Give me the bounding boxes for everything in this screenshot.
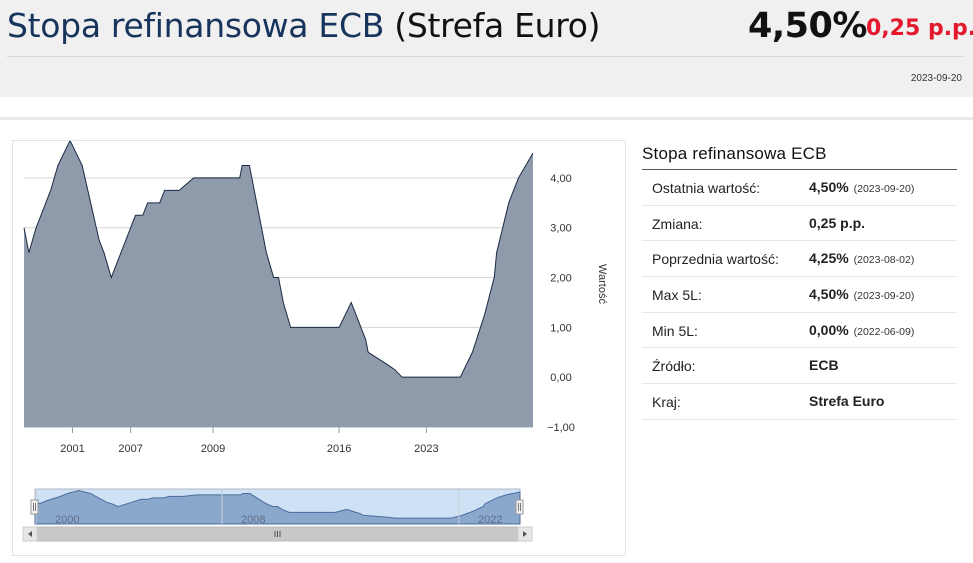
info-row-label: Min 5L: xyxy=(652,322,698,339)
info-row-value: Strefa Euro xyxy=(809,393,885,410)
info-row-label: Ostatnia wartość: xyxy=(652,180,761,196)
area-fill xyxy=(24,141,533,427)
title-region: (Strefa Euro) xyxy=(394,6,601,45)
info-row: Max 5L: 4,50% (2023-09-20) xyxy=(642,277,957,313)
info-row-date: (2023-09-20) xyxy=(850,183,915,195)
content-area xyxy=(0,117,973,563)
arrow-left-icon xyxy=(28,531,32,537)
info-row-value: 0,00% (2022-06-09) xyxy=(809,321,915,338)
y-tick-label: 4,00 xyxy=(550,173,571,185)
info-row-date: (2023-08-02) xyxy=(850,254,915,267)
y-tick-label: 1,00 xyxy=(550,322,571,334)
header-date: 2023-09-20 xyxy=(910,73,962,84)
info-row-date: (2022-06-09) xyxy=(850,325,915,338)
info-row-value: ECB xyxy=(809,357,839,374)
info-row-value: 0,25 p.p. xyxy=(809,214,866,231)
info-row: Poprzednia wartość: 4,25% (2023-08-02) xyxy=(642,241,957,278)
navigator-series xyxy=(34,490,521,525)
info-row-label: Kraj: xyxy=(652,394,681,411)
y-tick-label: −1,00 xyxy=(547,422,575,434)
x-tick-label: 2023 xyxy=(414,443,438,455)
info-row-date: (2023-09-20) xyxy=(850,290,915,303)
info-row-label: Poprzednia wartość: xyxy=(652,251,779,268)
header-bar: Stopa refinansowa ECB (Strefa Euro) 4,50… xyxy=(0,0,973,97)
info-row-label: Max 5L: xyxy=(652,287,702,304)
info-table-title: Stopa refinansowa ECB xyxy=(642,142,957,170)
info-row: Źródło: ECB xyxy=(642,348,957,385)
info-row-value: 4,50% (2023-09-20) xyxy=(809,179,915,195)
navigator-label: 2000 xyxy=(55,514,79,526)
change-value: 0,25 p.p. xyxy=(866,16,973,41)
x-tick-label: 2007 xyxy=(118,443,142,455)
info-row: Ostatnia wartość: 4,50% (2023-09-20) xyxy=(642,170,957,206)
chart-container: 4,00 3,00 2,00 1,00 0,00 −1,00 2001 2007 2009 201… xyxy=(12,140,626,556)
area-chart: 4,00 3,00 2,00 1,00 0,00 −1,00 2001 2007 2009 201… xyxy=(22,141,608,542)
page-title: Stopa refinansowa ECB (Strefa Euro) xyxy=(7,6,601,45)
info-row-value: 4,25% (2023-08-02) xyxy=(809,250,915,267)
x-tick-label: 2001 xyxy=(60,443,84,455)
info-row: Kraj: Strefa Euro xyxy=(642,384,957,420)
navigator-handle-right[interactable] xyxy=(515,499,524,515)
x-tick-label: 2009 xyxy=(201,443,225,455)
info-row-value: 4,50% (2023-09-20) xyxy=(809,286,915,303)
current-value: 4,50% xyxy=(748,6,867,46)
navigator-handle-left[interactable] xyxy=(30,499,39,515)
title-indicator: Stopa refinansowa ECB xyxy=(7,6,385,45)
navigator-label: 2022 xyxy=(478,514,502,526)
info-row-label: Zmiana: xyxy=(652,215,703,232)
y-tick-label: 2,00 xyxy=(550,273,571,285)
info-row: Zmiana: 0,25 p.p. xyxy=(642,206,957,242)
info-table: Stopa refinansowa ECB Ostatnia wartość: 4… xyxy=(642,142,957,420)
y-tick-label: 3,00 xyxy=(550,223,571,235)
info-row-label: Źródło: xyxy=(652,358,696,375)
y-tick-label: 0,00 xyxy=(550,372,571,384)
series-line xyxy=(23,141,534,378)
y-axis-title: Wartość xyxy=(596,264,608,304)
x-tick-label: 2016 xyxy=(327,443,351,455)
header-divider xyxy=(7,56,963,57)
info-row: Min 5L: 0,00% (2022-06-09) xyxy=(642,313,957,349)
arrow-right-icon xyxy=(523,531,527,537)
navigator-label: 2008 xyxy=(241,514,265,526)
